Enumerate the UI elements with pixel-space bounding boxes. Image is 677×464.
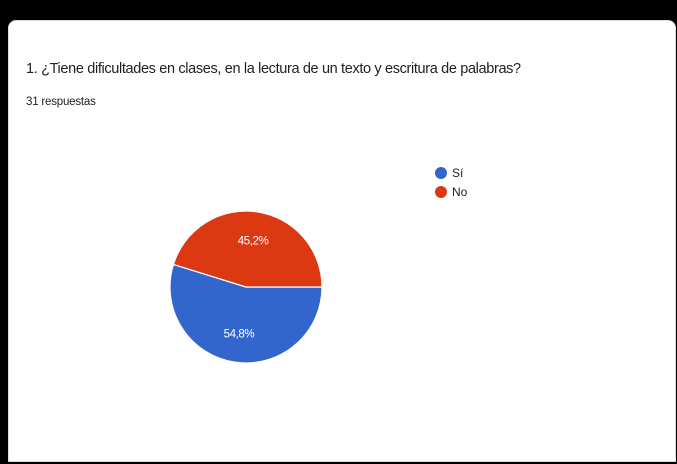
pie-slice-si[interactable] — [169, 263, 323, 364]
response-count: 31 respuestas — [26, 96, 96, 108]
legend-swatch-si — [435, 166, 447, 179]
legend-swatch-no — [435, 185, 447, 198]
pie-label-no: 45,2% — [238, 235, 269, 247]
chart-legend: Sí No — [435, 163, 467, 201]
legend-label-si: Sí — [452, 165, 464, 180]
legend-item-si[interactable]: Sí — [435, 163, 467, 182]
pie-label-si: 54,8% — [224, 329, 255, 341]
pie-chart: 54,8% 45,2% — [169, 210, 323, 364]
question-card: 1. ¿Tiene dificultades en clases, en la … — [8, 20, 676, 462]
legend-item-no[interactable]: No — [435, 182, 467, 201]
pie-slices — [169, 210, 323, 364]
legend-label-no: No — [452, 184, 468, 199]
question-title: 1. ¿Tiene dificultades en clases, en la … — [26, 61, 521, 77]
pie-labels: 54,8% 45,2% — [224, 235, 269, 340]
pie-slice-no[interactable] — [172, 210, 323, 288]
